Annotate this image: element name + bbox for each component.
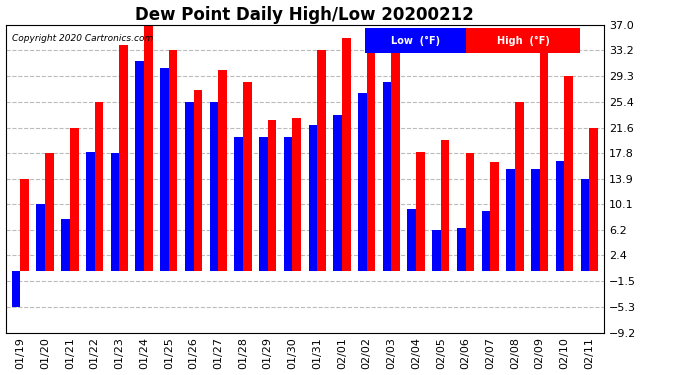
Bar [169, 50, 177, 272]
Text: High  (°F): High (°F) [497, 36, 550, 45]
Bar [110, 153, 119, 272]
Bar [243, 82, 252, 272]
Bar [466, 153, 474, 272]
Bar [308, 125, 317, 272]
Bar [135, 61, 144, 272]
Bar [391, 50, 400, 272]
Bar [432, 230, 441, 272]
Bar [119, 45, 128, 272]
Bar [293, 118, 301, 272]
Bar [556, 161, 564, 272]
Bar [317, 50, 326, 272]
Bar [358, 93, 366, 272]
Bar [160, 68, 169, 272]
Bar [144, 25, 152, 272]
Bar [284, 137, 293, 272]
Bar [506, 169, 515, 272]
Bar [45, 153, 54, 272]
Bar [491, 162, 499, 272]
Bar [441, 140, 449, 272]
Bar [259, 137, 268, 272]
Bar [366, 50, 375, 272]
Bar [268, 120, 277, 272]
Bar [218, 70, 227, 272]
Bar [210, 102, 218, 272]
Bar [61, 219, 70, 272]
Bar [457, 228, 466, 272]
Bar [235, 137, 243, 272]
FancyBboxPatch shape [466, 28, 580, 53]
Text: Copyright 2020 Cartronics.com: Copyright 2020 Cartronics.com [12, 34, 152, 44]
Bar [540, 50, 549, 272]
Bar [185, 102, 193, 272]
Bar [589, 128, 598, 272]
FancyBboxPatch shape [364, 28, 466, 53]
Bar [416, 152, 425, 272]
Bar [407, 210, 416, 272]
Bar [515, 102, 524, 272]
Bar [564, 76, 573, 272]
Bar [37, 204, 45, 272]
Title: Dew Point Daily High/Low 20200212: Dew Point Daily High/Low 20200212 [135, 6, 474, 24]
Bar [86, 152, 95, 272]
Text: Low  (°F): Low (°F) [391, 36, 440, 45]
Bar [342, 38, 351, 272]
Bar [12, 272, 21, 307]
Bar [193, 90, 202, 272]
Bar [21, 179, 29, 272]
Bar [95, 102, 103, 272]
Bar [70, 128, 79, 272]
Bar [383, 82, 391, 272]
Bar [580, 179, 589, 272]
Bar [333, 115, 342, 272]
Bar [531, 169, 540, 272]
Bar [482, 211, 491, 272]
